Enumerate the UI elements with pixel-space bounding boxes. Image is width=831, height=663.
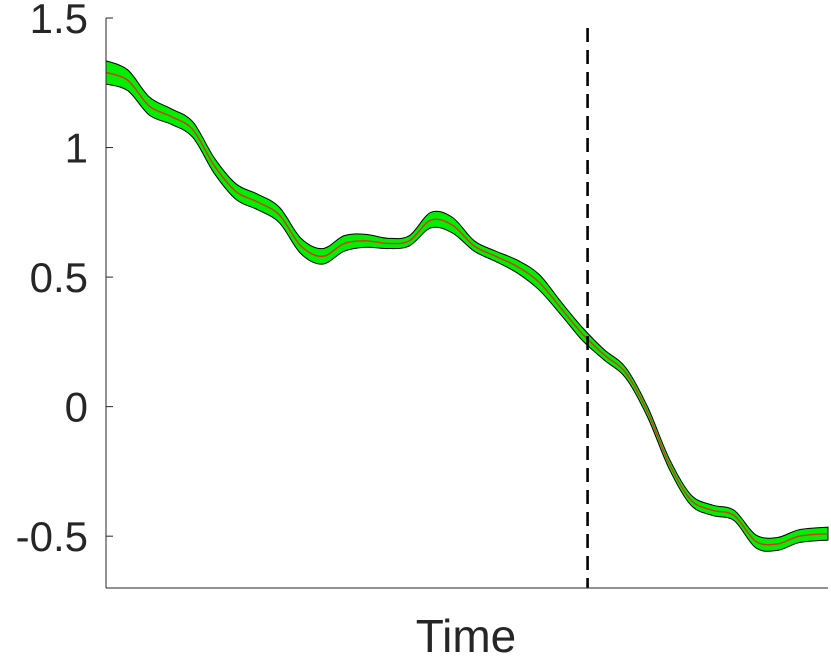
series-line-0 [105,71,829,546]
y-ticks-layer: -0.5 0 0.5 1 1.5 [16,0,113,560]
y-tick-label: 0 [65,384,88,431]
x-axis-label: Time [416,610,517,658]
axes-layer [105,18,828,589]
series-line-layer [105,71,829,546]
y-tick-label: -0.5 [16,513,88,560]
y-tick-label: 1.5 [30,0,88,42]
confidence-band-0 [105,59,829,552]
y-tick-label: 0.5 [30,254,88,301]
y-tick-label: 1 [65,125,88,172]
confidence-band-layer [105,59,829,552]
